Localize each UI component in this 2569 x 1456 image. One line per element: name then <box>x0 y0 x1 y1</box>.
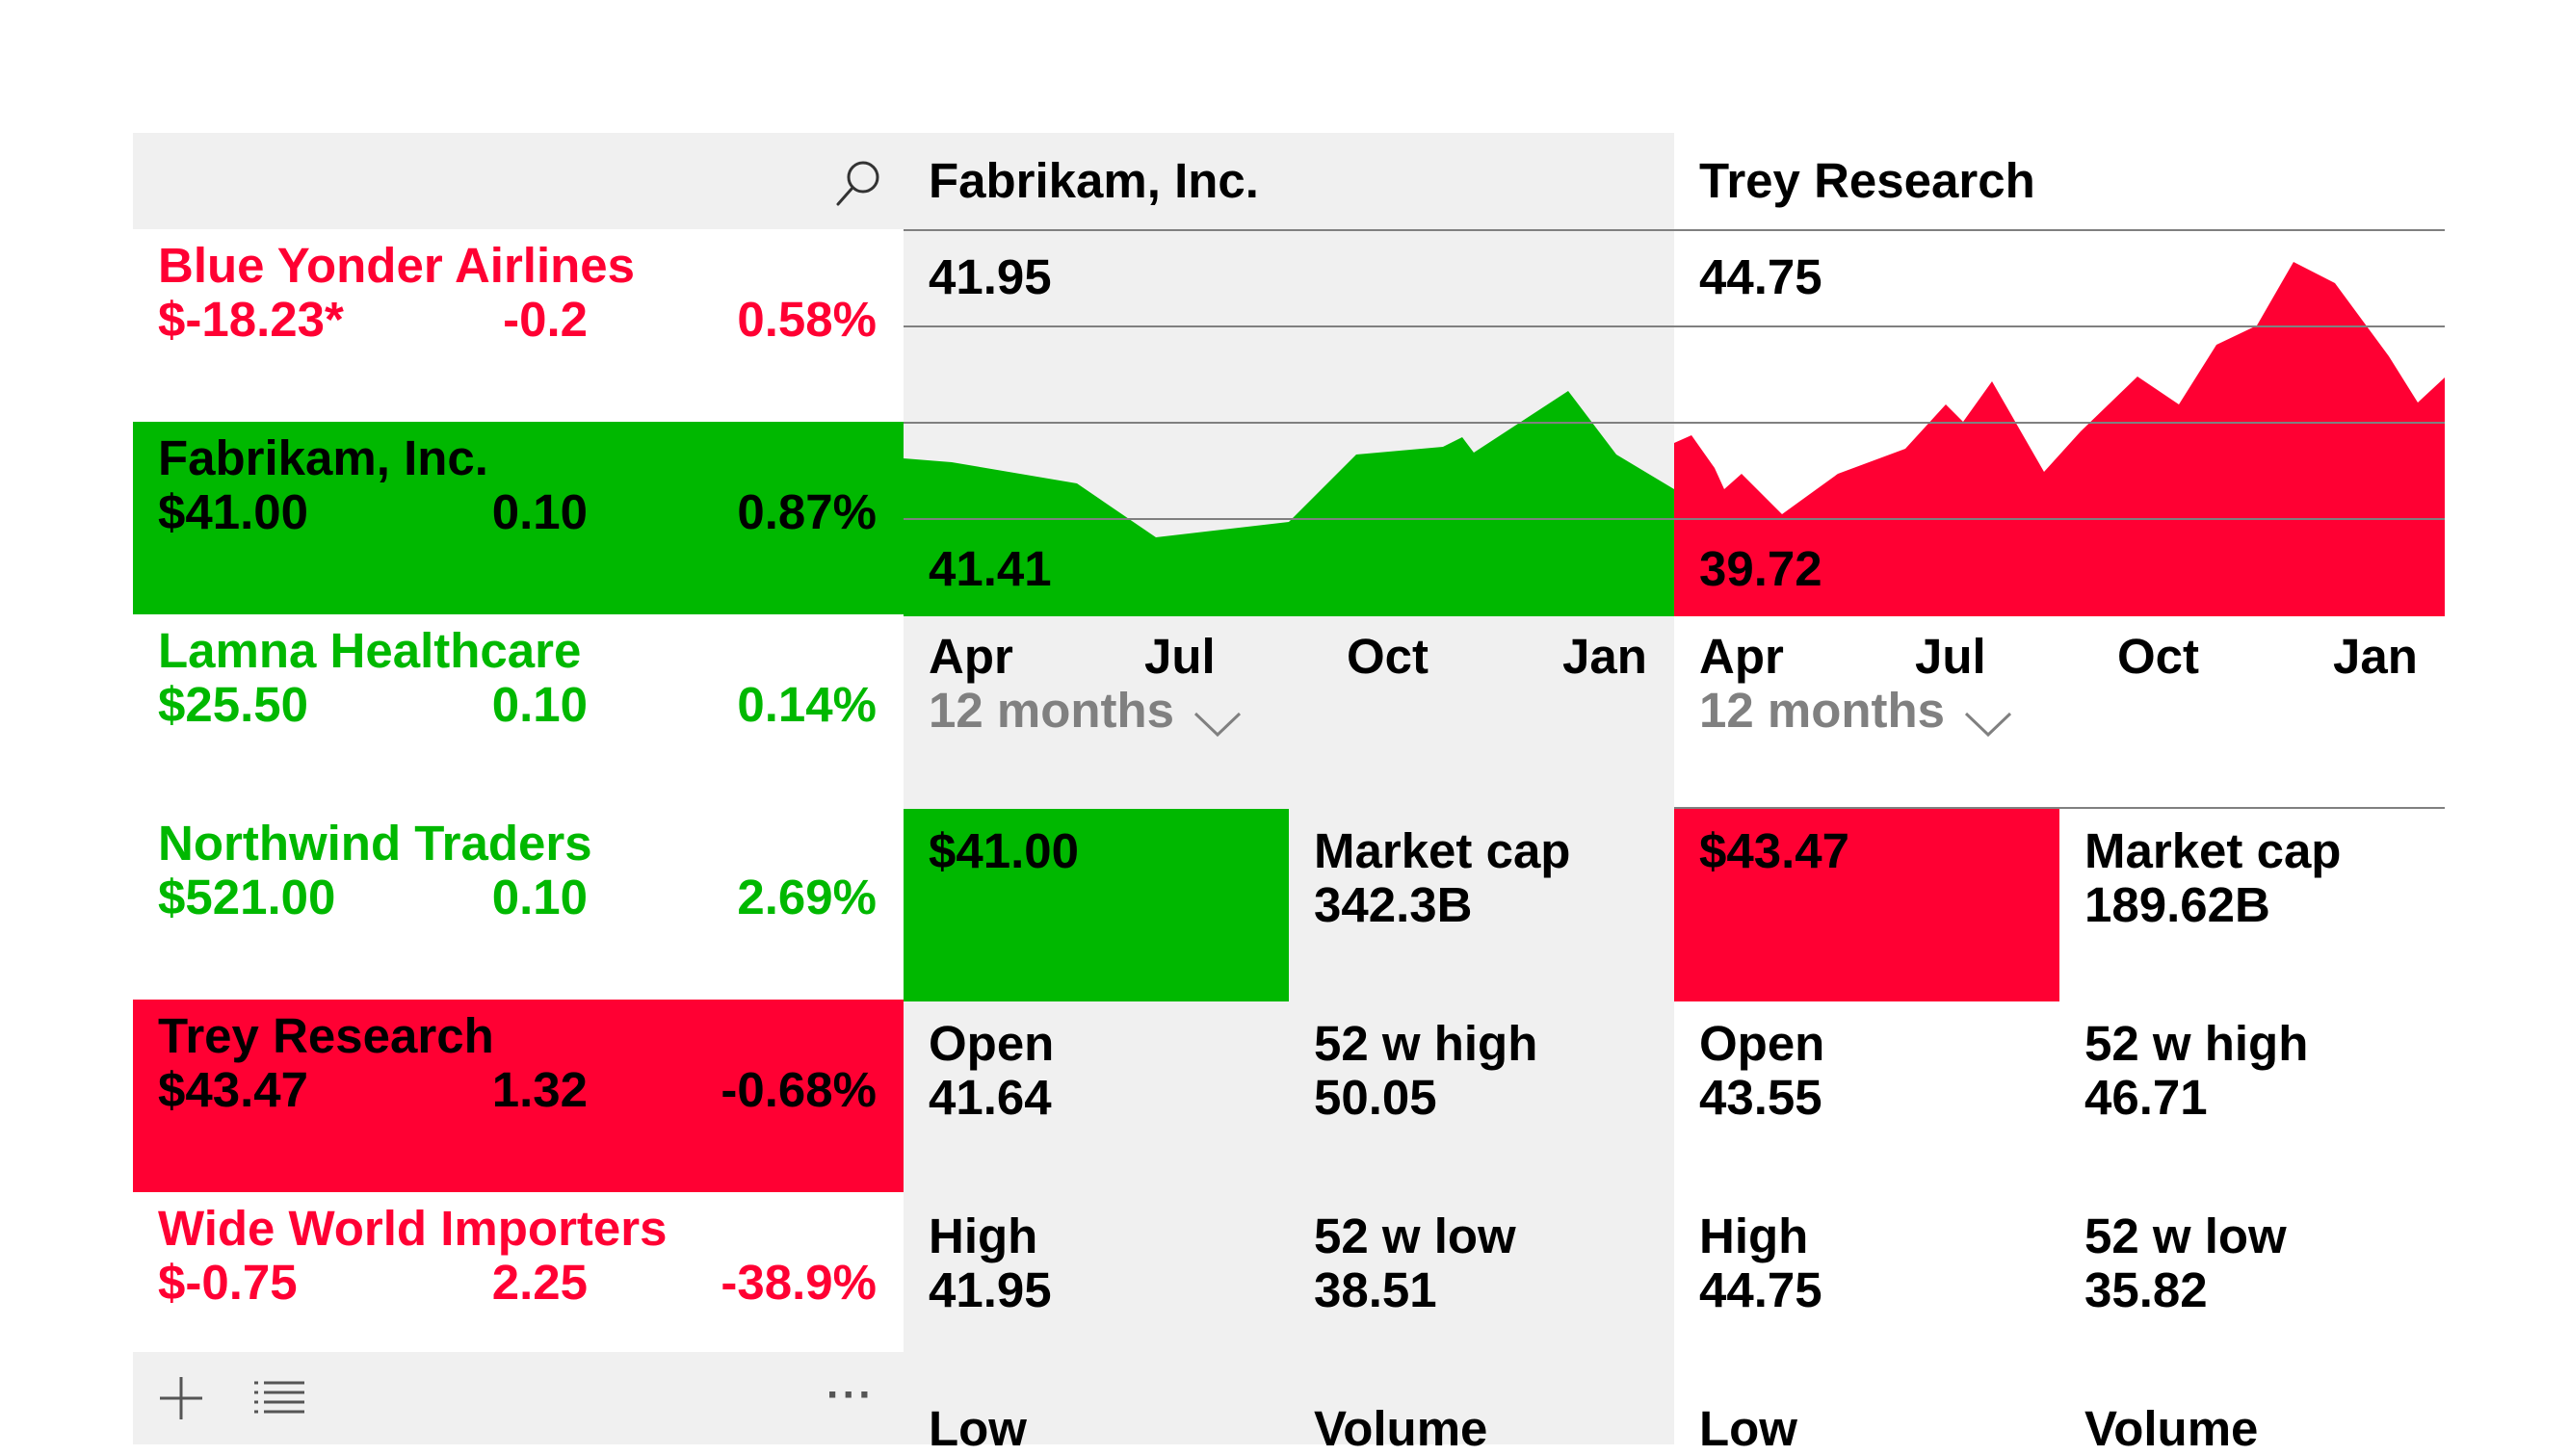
watchlist-item-change: 0.10 <box>491 677 588 732</box>
range-label: 12 months <box>1699 683 1946 738</box>
watchlist-item-name: Blue Yonder Airlines <box>158 238 636 293</box>
stat-label-open: Open <box>1699 1016 1825 1071</box>
month-tick: Apr <box>929 629 1013 684</box>
stat-label-volume: Volume <box>1314 1401 1488 1456</box>
watchlist-item-change: 1.32 <box>491 1062 588 1117</box>
add-icon[interactable] <box>156 1373 206 1423</box>
watchlist-item-percent: -0.68% <box>721 1062 877 1117</box>
stat-label-open: Open <box>929 1016 1055 1071</box>
month-tick: Apr <box>1699 629 1784 684</box>
watchlist-item-blue-yonder-airlines[interactable]: Blue Yonder Airlines $-18.23* -0.2 0.58% <box>133 229 904 422</box>
stat-label-market-cap: Market cap <box>2084 823 2342 878</box>
stat-label-52w-high: 52 w high <box>1314 1016 1538 1071</box>
stat-value-open: 41.64 <box>929 1070 1052 1125</box>
panel-title: Fabrikam, Inc. <box>929 153 1259 208</box>
current-price: $41.00 <box>929 823 1079 878</box>
divider <box>904 229 2445 231</box>
price-tile: $41.00 <box>904 809 1289 1001</box>
watchlist-item-northwind-traders[interactable]: Northwind Traders $521.00 0.10 2.69% <box>133 807 904 1000</box>
watchlist-item-change: 0.10 <box>491 870 588 924</box>
stat-value-market-cap: 342.3B <box>1314 877 1473 932</box>
stat-label-52w-high: 52 w high <box>2084 1016 2309 1071</box>
watchlist-item-percent: 0.58% <box>737 292 877 347</box>
watchlist-item-lamna-healthcare[interactable]: Lamna Healthcare $25.50 0.10 0.14% <box>133 614 904 807</box>
month-tick: Jan <box>1562 629 1647 684</box>
chevron-down-icon <box>1964 712 2011 737</box>
gridline <box>904 422 2445 424</box>
stat-label-volume: Volume <box>2084 1401 2259 1456</box>
chart-area <box>1674 262 2445 616</box>
panel-background <box>904 133 1674 1444</box>
watchlist-item-price: $43.47 <box>158 1062 308 1117</box>
stat-value-high: 41.95 <box>929 1262 1052 1317</box>
watchlist-item-fabrikam[interactable]: Fabrikam, Inc. $41.00 0.10 0.87% <box>133 422 904 614</box>
gridline <box>904 518 2445 520</box>
watchlist-item-change: 0.10 <box>491 484 588 539</box>
watchlist-item-change: -0.2 <box>503 292 588 347</box>
stat-label-high: High <box>1699 1209 1809 1263</box>
range-selector[interactable]: 12 months <box>1699 684 2013 738</box>
stat-value-52w-low: 35.82 <box>2084 1262 2208 1317</box>
watchlist-item-change: 2.25 <box>491 1255 588 1310</box>
watchlist-item-name: Fabrikam, Inc. <box>158 430 488 485</box>
watchlist-item-name: Lamna Healthcare <box>158 623 582 678</box>
watchlist-item-percent: 0.87% <box>737 484 877 539</box>
chart-low-label: 41.41 <box>929 541 1052 596</box>
watchlist-item-name: Wide World Importers <box>158 1201 668 1256</box>
watchlist-item-price: $-18.23* <box>158 292 344 347</box>
price-tile: $43.47 <box>1674 809 2059 1001</box>
stat-value-high: 44.75 <box>1699 1262 1822 1317</box>
chart-high-label: 44.75 <box>1699 249 1822 304</box>
gridline <box>904 325 2445 327</box>
watchlist-item-percent: 0.14% <box>737 677 877 732</box>
watchlist-item-price: $521.00 <box>158 870 336 924</box>
stat-value-open: 43.55 <box>1699 1070 1822 1125</box>
stat-label-52w-low: 52 w low <box>2084 1209 2287 1263</box>
range-label: 12 months <box>929 683 1175 738</box>
watchlist-item-wide-world-importers[interactable]: Wide World Importers $-0.75 2.25 -38.9% <box>133 1192 904 1385</box>
watchlist-item-percent: -38.9% <box>721 1255 877 1310</box>
chart-area <box>904 391 1674 616</box>
price-chart-fabrikam <box>904 391 1674 616</box>
watchlist-item-name: Northwind Traders <box>158 816 592 871</box>
stat-label-market-cap: Market cap <box>1314 823 1571 878</box>
stat-value-52w-low: 38.51 <box>1314 1262 1437 1317</box>
panel-title: Trey Research <box>1699 153 2035 208</box>
stat-value-market-cap: 189.62B <box>2084 877 2270 932</box>
watchlist-item-trey-research[interactable]: Trey Research $43.47 1.32 -0.68% <box>133 1000 904 1192</box>
more-icon[interactable]: ··· <box>826 1371 875 1418</box>
chart-high-label: 41.95 <box>929 249 1052 304</box>
month-tick: Jul <box>1144 629 1216 684</box>
divider <box>1674 807 2445 809</box>
month-tick: Oct <box>2117 629 2200 684</box>
range-selector[interactable]: 12 months <box>929 684 1243 738</box>
watchlist-item-price: $-0.75 <box>158 1255 298 1310</box>
price-chart-trey-research <box>1674 262 2445 616</box>
chevron-down-icon <box>1193 712 1241 737</box>
search-icon[interactable] <box>832 156 886 210</box>
month-tick: Jan <box>2333 629 2418 684</box>
stat-label-high: High <box>929 1209 1038 1263</box>
month-tick: Jul <box>1915 629 1986 684</box>
current-price: $43.47 <box>1699 823 1849 878</box>
watchlist-item-price: $41.00 <box>158 484 308 539</box>
stat-label-52w-low: 52 w low <box>1314 1209 1516 1263</box>
stat-value-52w-high: 46.71 <box>2084 1070 2208 1125</box>
stat-label-low: Low <box>1699 1401 1797 1456</box>
watchlist-item-price: $25.50 <box>158 677 308 732</box>
watchlist-header <box>133 133 904 229</box>
stat-value-52w-high: 50.05 <box>1314 1070 1437 1125</box>
watchlist-item-percent: 2.69% <box>737 870 877 924</box>
watchlist-item-name: Trey Research <box>158 1008 494 1063</box>
watchlist-footer: ··· <box>133 1352 904 1444</box>
month-tick: Oct <box>1347 629 1429 684</box>
chart-low-label: 39.72 <box>1699 541 1822 596</box>
stat-label-low: Low <box>929 1401 1027 1456</box>
list-icon[interactable] <box>252 1375 306 1421</box>
